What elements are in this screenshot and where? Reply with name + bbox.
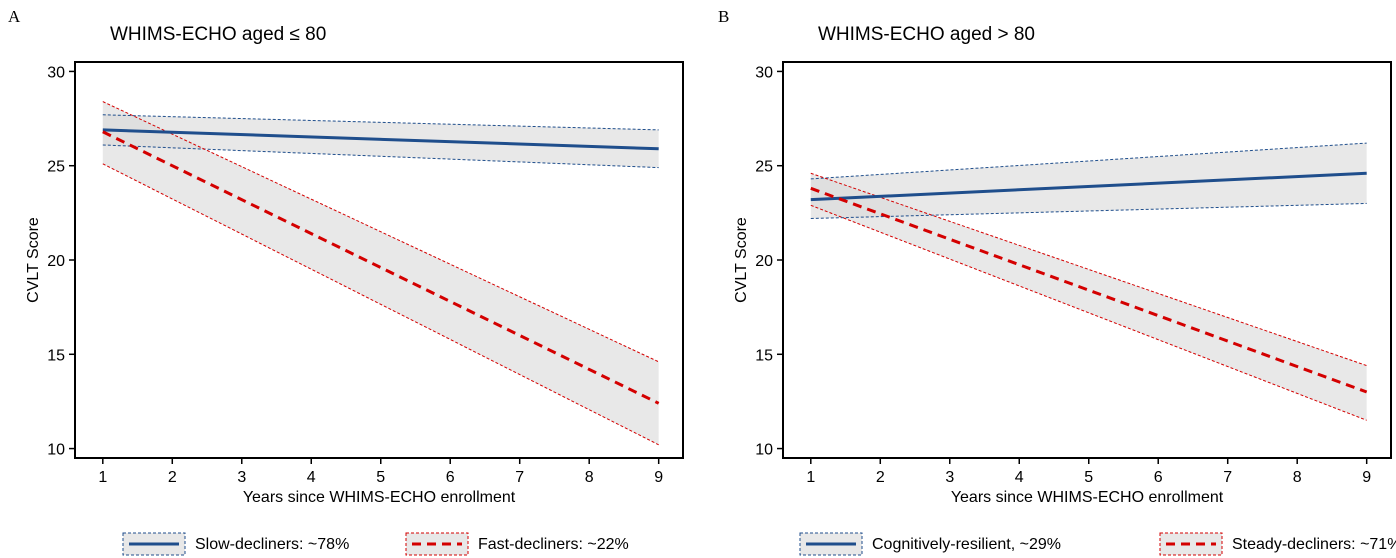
legend-label-0: Cognitively-resilient, ~29% bbox=[872, 536, 1061, 553]
legend: Cognitively-resilient, ~29% Steady-declin… bbox=[799, 532, 1396, 556]
ci-band-1 bbox=[810, 173, 1367, 421]
x-tick-label: 1 bbox=[98, 469, 107, 486]
y-tick-label: 25 bbox=[47, 159, 65, 176]
panel-letter: A bbox=[8, 7, 21, 26]
x-tick-label: 8 bbox=[585, 469, 594, 486]
y-tick-label: 25 bbox=[755, 159, 773, 176]
ci-band-0 bbox=[102, 114, 659, 168]
x-tick-label: 4 bbox=[1015, 469, 1024, 486]
chart-title: WHIMS-ECHO aged ≤ 80 bbox=[110, 24, 326, 45]
x-tick-label: 7 bbox=[515, 469, 524, 486]
y-tick-label: 15 bbox=[755, 347, 773, 364]
ci-lower-line-1 bbox=[102, 163, 659, 446]
x-tick-label: 9 bbox=[654, 469, 663, 486]
series-line-1 bbox=[102, 130, 660, 405]
series-line-0 bbox=[810, 171, 1367, 202]
y-tick-label: 30 bbox=[47, 64, 65, 81]
panel-b: B WHIMS-ECHO aged > 80 1 2 3 4 5 6 7 8 9 10 15 20 25 30… bbox=[718, 7, 1396, 556]
x-tick-label: 7 bbox=[1223, 469, 1232, 486]
ci-lower-line-1 bbox=[810, 204, 1367, 421]
legend-key-1 bbox=[405, 532, 469, 556]
chart-title: WHIMS-ECHO aged > 80 bbox=[818, 24, 1035, 45]
y-tick-label: 10 bbox=[755, 442, 773, 459]
ci-upper-line-0 bbox=[102, 114, 659, 131]
x-tick-label: 1 bbox=[806, 469, 815, 486]
plot-area bbox=[782, 61, 1392, 459]
x-tick-label: 6 bbox=[446, 469, 455, 486]
y-tick-label: 10 bbox=[47, 442, 65, 459]
y-axis-label: CVLT Score bbox=[733, 217, 750, 303]
ci-band-1 bbox=[102, 101, 659, 445]
x-tick-label: 3 bbox=[945, 469, 954, 486]
legend-label-1: Steady-decliners: ~71% bbox=[1232, 536, 1396, 553]
ci-lower-line-0 bbox=[810, 202, 1367, 220]
legend: Slow-decliners: ~78% Fast-decliners: ~22% bbox=[122, 532, 629, 556]
x-tick-label: 5 bbox=[376, 469, 385, 486]
x-tick-label: 3 bbox=[237, 469, 246, 486]
y-tick-label: 15 bbox=[47, 347, 65, 364]
ci-lower-line-0 bbox=[102, 144, 659, 169]
y-tick-label: 30 bbox=[755, 64, 773, 81]
y-tick-label: 20 bbox=[47, 253, 65, 270]
series-line-0 bbox=[102, 128, 659, 151]
x-tick-label: 8 bbox=[1293, 469, 1302, 486]
x-tick-label: 4 bbox=[307, 469, 316, 486]
legend-label-0: Slow-decliners: ~78% bbox=[195, 536, 349, 553]
x-tick-label: 2 bbox=[168, 469, 177, 486]
legend-key-1 bbox=[1159, 532, 1223, 556]
ci-upper-line-1 bbox=[102, 101, 659, 363]
series-line-1 bbox=[810, 186, 1368, 394]
x-tick-label: 5 bbox=[1084, 469, 1093, 486]
panel-a: A WHIMS-ECHO aged ≤ 80 1 2 3 4 5 6 7 8 9 10 15 20 25 30… bbox=[8, 7, 684, 556]
x-tick-label: 9 bbox=[1362, 469, 1371, 486]
x-axis-label: Years since WHIMS-ECHO enrollment bbox=[243, 489, 516, 506]
x-axis-label: Years since WHIMS-ECHO enrollment bbox=[951, 489, 1224, 506]
ci-upper-line-1 bbox=[810, 172, 1367, 367]
ci-upper-line-0 bbox=[810, 142, 1367, 180]
x-tick-label: 6 bbox=[1154, 469, 1163, 486]
legend-label-1: Fast-decliners: ~22% bbox=[478, 536, 629, 553]
y-axis-label: CVLT Score bbox=[25, 217, 42, 303]
panel-letter: B bbox=[718, 7, 729, 26]
ci-band-0 bbox=[810, 143, 1367, 219]
y-tick-label: 20 bbox=[755, 253, 773, 270]
x-tick-label: 2 bbox=[876, 469, 885, 486]
